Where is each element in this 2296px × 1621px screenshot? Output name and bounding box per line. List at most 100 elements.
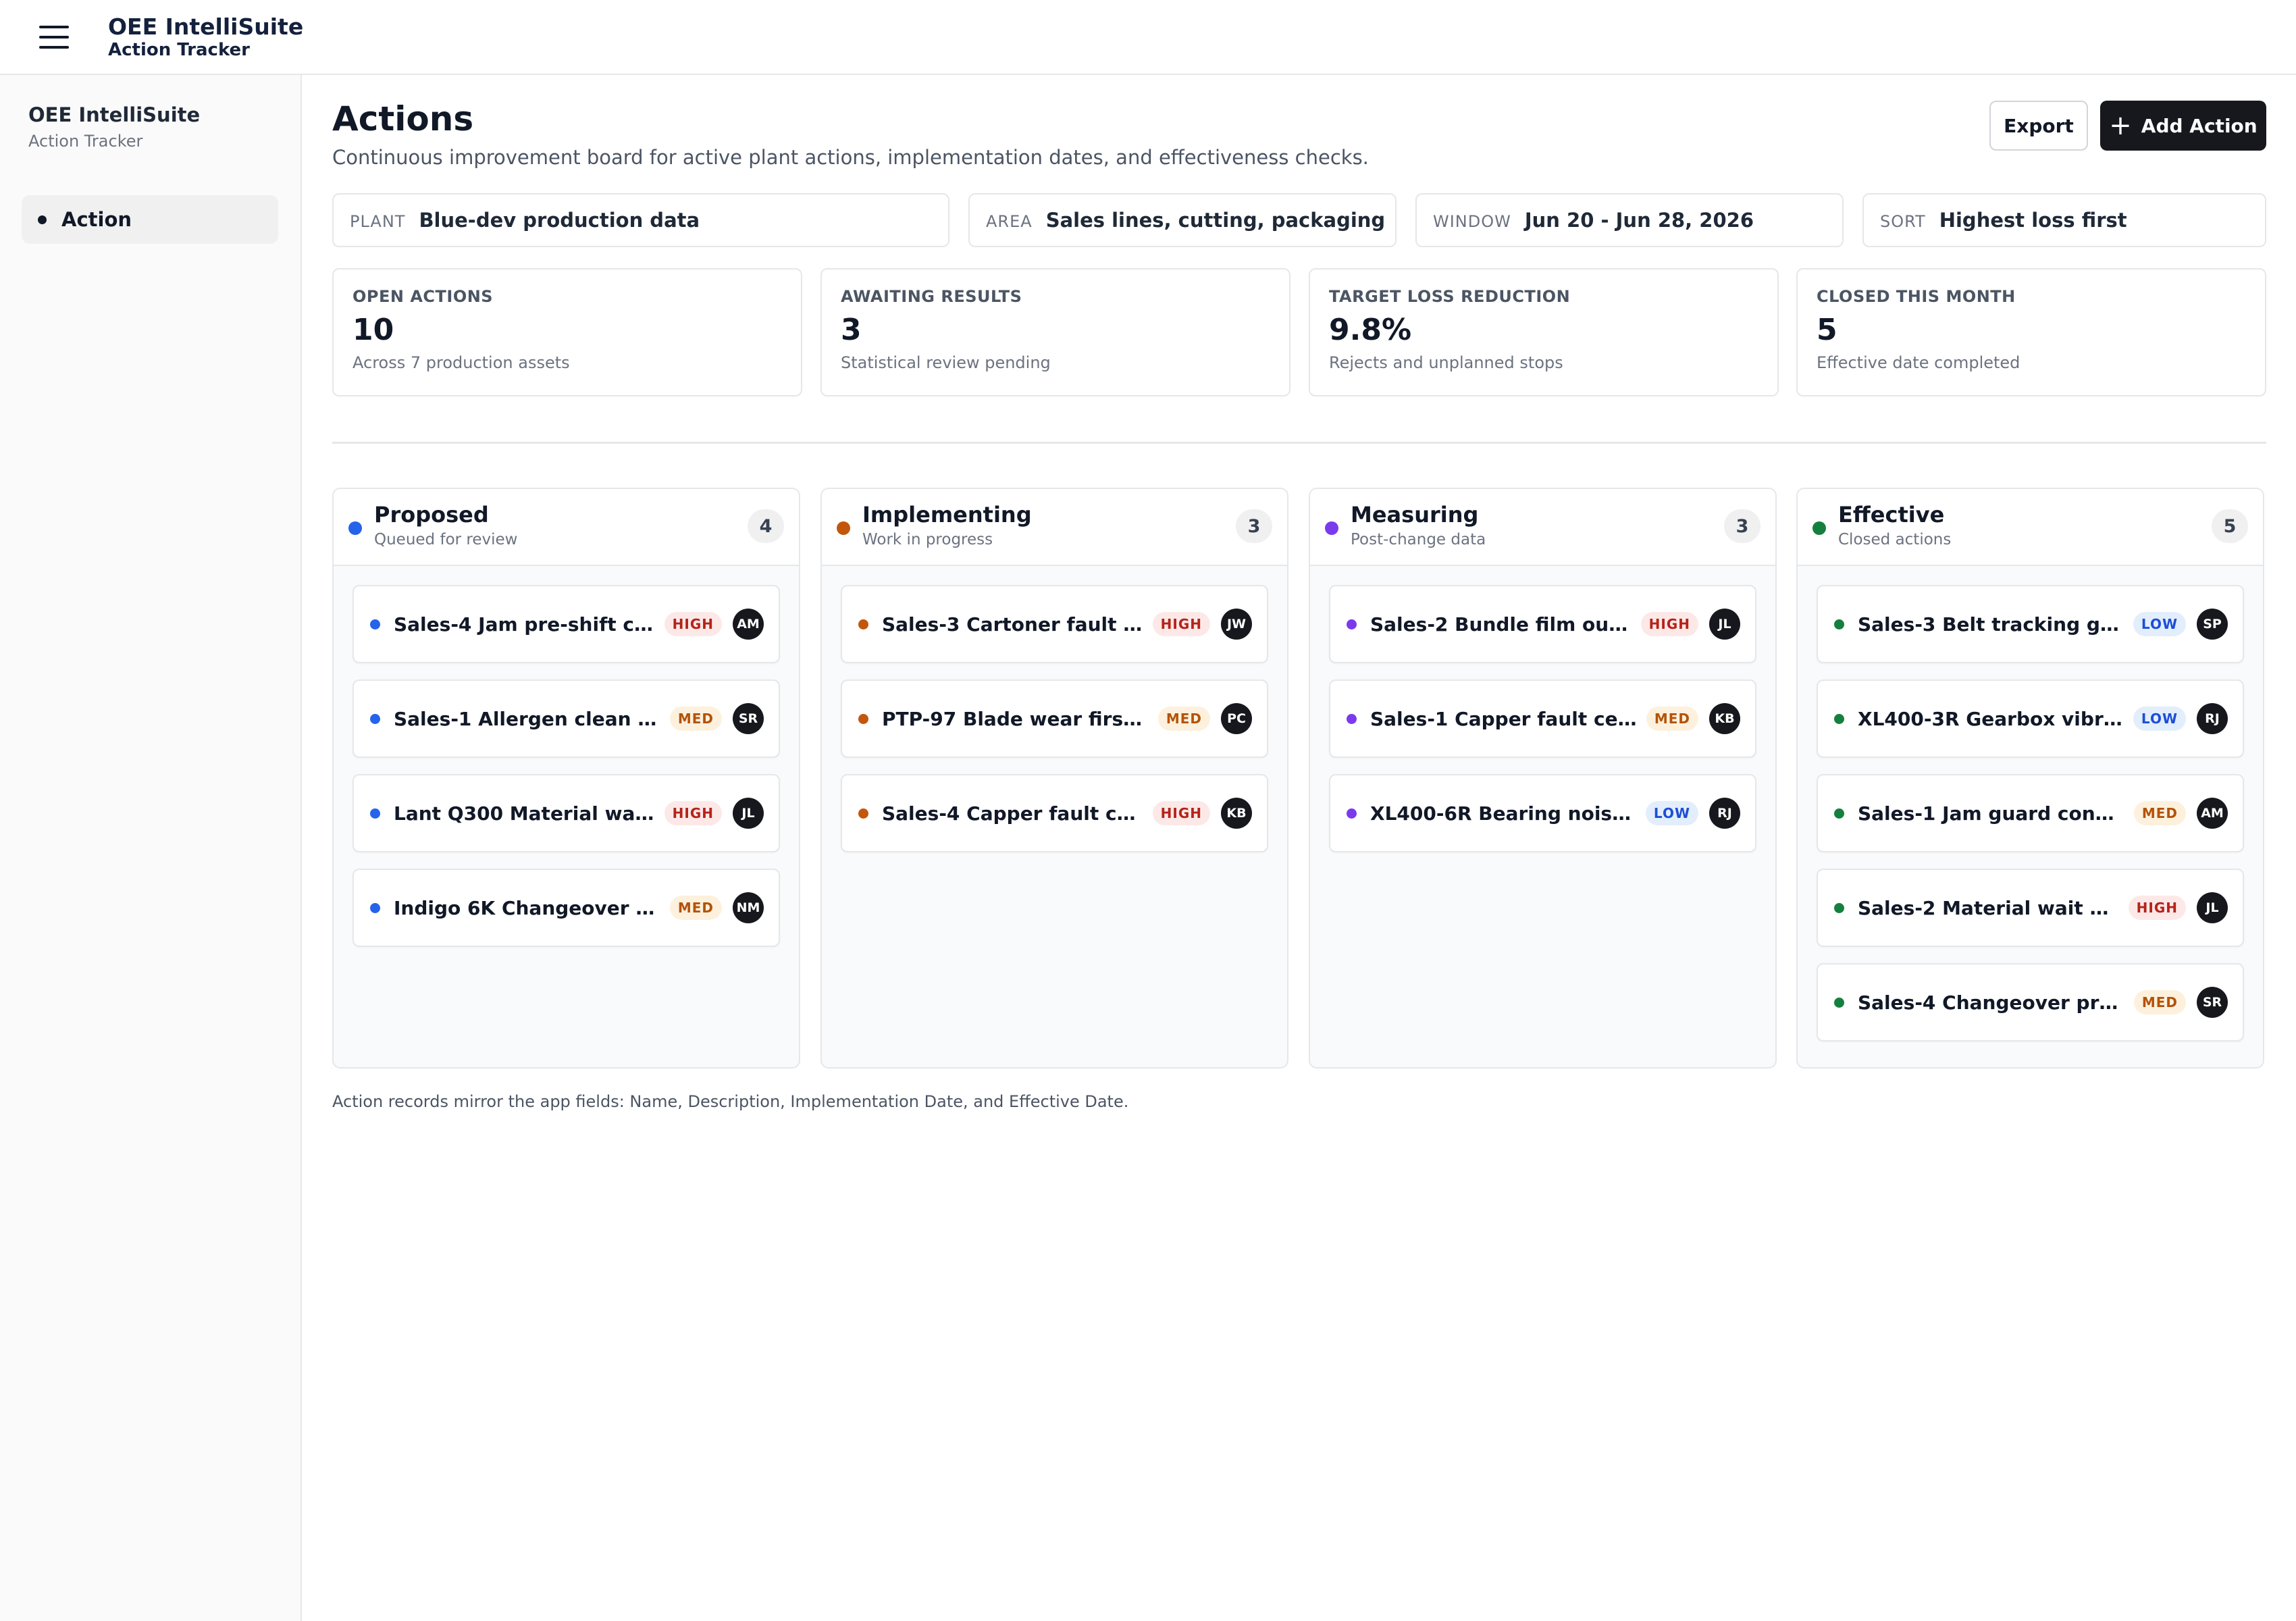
action-card[interactable]: Sales-3 Belt tracking guardrail LOW SP bbox=[1817, 585, 2244, 663]
filter-value: Blue-dev production data bbox=[419, 209, 700, 232]
page-title: Actions bbox=[332, 99, 474, 138]
action-card[interactable]: Indigo 6K Changeover cart readiness MED NM bbox=[353, 869, 780, 947]
action-card[interactable]: Sales-3 Cartoner fault quick reset HIGH JW bbox=[841, 585, 1268, 663]
column-header: Measuring Post-change data 3 bbox=[1310, 489, 1775, 566]
action-card[interactable]: XL400-6R Bearing noise escalation LOW RJ bbox=[1329, 774, 1756, 852]
column-subtitle: Closed actions bbox=[1838, 531, 1952, 548]
brand-title: OEE IntelliSuite bbox=[108, 13, 304, 40]
priority-badge: MED bbox=[669, 706, 722, 731]
column-implementing: Implementing Work in progress 3 Sales-3 … bbox=[820, 488, 1288, 1069]
action-name: Sales-3 Cartoner fault quick reset bbox=[882, 613, 1143, 636]
stat-note: Effective date completed bbox=[1817, 353, 2020, 372]
priority-badge: HIGH bbox=[664, 801, 722, 825]
column-count-badge: 3 bbox=[1724, 509, 1760, 543]
export-button[interactable]: Export bbox=[1989, 101, 2088, 151]
owner-avatar: AM bbox=[2197, 798, 2228, 829]
action-card[interactable]: Sales-1 Capper fault centerline MED KB bbox=[1329, 679, 1756, 758]
priority-badge: MED bbox=[2133, 990, 2186, 1014]
filter-sort[interactable]: SORT Highest loss first bbox=[1862, 193, 2266, 247]
status-dot-icon bbox=[858, 713, 868, 724]
status-dot-icon bbox=[1325, 521, 1338, 535]
action-card[interactable]: Sales-2 Material wait supermarket HIGH JL bbox=[1817, 869, 2244, 947]
column-proposed: Proposed Queued for review 4 Sales-4 Jam… bbox=[332, 488, 800, 1069]
action-name: Sales-4 Capper fault centerline bbox=[882, 802, 1143, 825]
owner-avatar: JW bbox=[1221, 609, 1252, 640]
sidebar-subtitle: Action Tracker bbox=[28, 132, 143, 151]
action-name: Indigo 6K Changeover cart readiness bbox=[394, 896, 660, 919]
filter-value: Highest loss first bbox=[1939, 209, 2127, 232]
action-name: Sales-1 Allergen clean handoff bbox=[394, 707, 660, 730]
column-title: Effective bbox=[1838, 502, 1945, 528]
owner-avatar: RJ bbox=[1709, 798, 1740, 829]
filter-window[interactable]: WINDOW Jun 20 - Jun 28, 2026 bbox=[1415, 193, 1844, 247]
card-list: Sales-4 Jam pre-shift checksHIGHAMSales-… bbox=[334, 566, 799, 947]
owner-avatar: SR bbox=[733, 703, 764, 734]
top-bar: OEE IntelliSuite Action Tracker bbox=[0, 0, 2296, 75]
action-card[interactable]: PTP-97 Blade wear first-piece check MED PC bbox=[841, 679, 1268, 758]
stat-value: 5 bbox=[1817, 313, 1837, 347]
action-card[interactable]: Lant Q300 Material wait staging HIGH JL bbox=[353, 774, 780, 852]
action-card[interactable]: Sales-2 Bundle film out trigger HIGH JL bbox=[1329, 585, 1756, 663]
priority-badge: HIGH bbox=[1640, 612, 1698, 636]
action-card[interactable]: Sales-4 Jam pre-shift checks HIGH AM bbox=[353, 585, 780, 663]
action-name: XL400-3R Gearbox vibration check bbox=[1858, 707, 2124, 730]
action-name: Lant Q300 Material wait staging bbox=[394, 802, 655, 825]
priority-badge: LOW bbox=[1645, 801, 1698, 825]
action-name: Sales-3 Belt tracking guardrail bbox=[1858, 613, 2124, 636]
status-dot-icon bbox=[1834, 997, 1844, 1008]
column-title: Proposed bbox=[374, 502, 489, 528]
status-dot-icon bbox=[370, 808, 380, 819]
priority-badge: LOW bbox=[2133, 706, 2186, 731]
card-list: Sales-3 Belt tracking guardrail LOW SP XL40… bbox=[1798, 566, 2263, 1041]
status-dot-icon bbox=[858, 619, 868, 629]
status-dot-icon bbox=[1834, 619, 1844, 629]
action-card[interactable]: Sales-4 Capper fault centerline HIGH KB bbox=[841, 774, 1268, 852]
priority-badge: HIGH bbox=[2128, 896, 2186, 920]
owner-avatar: NM bbox=[733, 892, 764, 923]
column-count-badge: 5 bbox=[2212, 509, 2248, 543]
owner-avatar: JL bbox=[2197, 892, 2228, 923]
stat-value: 10 bbox=[353, 313, 394, 347]
sidebar-header: OEE IntelliSuite Action Tracker bbox=[0, 75, 301, 151]
stat-label: OPEN ACTIONS bbox=[353, 287, 494, 306]
status-dot-icon bbox=[1347, 713, 1357, 724]
divider bbox=[332, 442, 2266, 444]
owner-avatar: KB bbox=[1221, 798, 1252, 829]
column-header: Effective Closed actions 5 bbox=[1798, 489, 2263, 566]
plus-icon: + bbox=[2109, 110, 2132, 141]
column-effective: Effective Closed actions 5 Sales-3 Belt … bbox=[1796, 488, 2264, 1069]
filter-plant[interactable]: PLANT Blue-dev production data bbox=[332, 193, 949, 247]
status-dot-icon bbox=[1834, 902, 1844, 913]
action-name: Sales-1 Capper fault centerline bbox=[1370, 707, 1637, 730]
action-name: Sales-2 Bundle film out trigger bbox=[1370, 613, 1632, 636]
action-name: Sales-2 Material wait supermarket bbox=[1858, 896, 2119, 919]
stat-note: Rejects and unplanned stops bbox=[1329, 353, 1563, 372]
status-dot-icon bbox=[858, 808, 868, 819]
sidebar-item-action[interactable]: Action bbox=[22, 195, 278, 244]
sidebar-title: OEE IntelliSuite bbox=[28, 103, 201, 126]
filter-key: PLANT bbox=[350, 212, 406, 231]
status-dot-icon bbox=[1347, 808, 1357, 819]
priority-badge: HIGH bbox=[1152, 612, 1210, 636]
status-dot-icon bbox=[348, 521, 362, 535]
owner-avatar: SP bbox=[2197, 609, 2228, 640]
column-subtitle: Work in progress bbox=[862, 531, 993, 548]
filter-area[interactable]: AREA Sales lines, cutting, packaging bbox=[968, 193, 1397, 247]
status-dot-icon bbox=[1347, 619, 1357, 629]
filter-key: SORT bbox=[1880, 212, 1926, 231]
owner-avatar: JL bbox=[1709, 609, 1740, 640]
stat-note: Statistical review pending bbox=[841, 353, 1051, 372]
action-card[interactable]: Sales-1 Jam guard confirmation MED AM bbox=[1817, 774, 2244, 852]
add-action-button[interactable]: + Add Action bbox=[2100, 101, 2266, 151]
action-name: Sales-4 Jam pre-shift checks bbox=[394, 613, 655, 636]
priority-badge: MED bbox=[1646, 706, 1698, 731]
action-name: Sales-4 Changeover pre-staging bbox=[1858, 991, 2124, 1014]
column-header: Proposed Queued for review 4 bbox=[334, 489, 799, 566]
priority-badge: HIGH bbox=[1152, 801, 1210, 825]
action-card[interactable]: Sales-4 Changeover pre-staging MED SR bbox=[1817, 963, 2244, 1041]
action-card[interactable]: Sales-1 Allergen clean handoff MED SR bbox=[353, 679, 780, 758]
menu-icon[interactable] bbox=[39, 25, 69, 49]
action-card[interactable]: XL400-3R Gearbox vibration check LOW RJ bbox=[1817, 679, 2244, 758]
brand-subtitle: Action Tracker bbox=[108, 39, 251, 60]
action-name: PTP-97 Blade wear first-piece check bbox=[882, 707, 1149, 730]
